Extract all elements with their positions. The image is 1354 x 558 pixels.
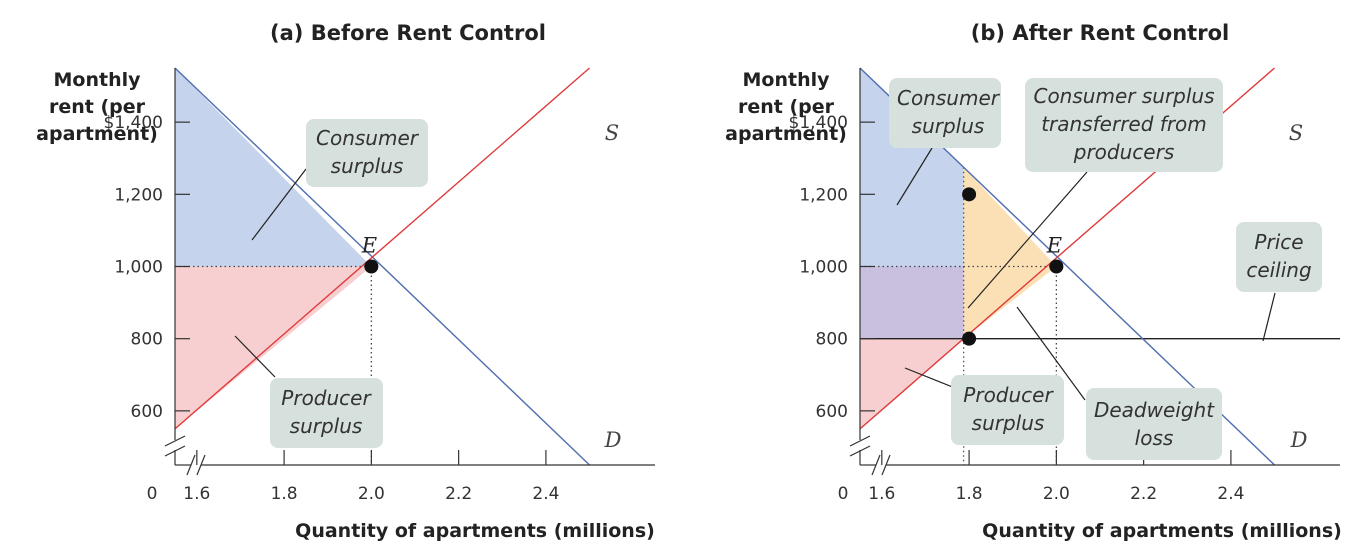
annotation-leader-line: [904, 367, 961, 391]
x-tick-label: 2.2: [445, 484, 472, 504]
y-tick-label: 1,000: [799, 258, 848, 278]
x-axis-break-mark: [196, 454, 206, 476]
annotation-leader-line: [967, 171, 1088, 309]
annotation-text: Producer surplus: [963, 383, 1054, 435]
annotation-leader-line: [251, 168, 307, 241]
annotation-leader-line: [234, 335, 276, 378]
annotation-text: Consumer surplus: [316, 126, 420, 178]
x-tick-label: 1.8: [271, 484, 298, 504]
demand-curve: [174, 67, 591, 466]
x-tick-label: 1.6: [868, 484, 895, 504]
y-tick-label: $1,400: [104, 113, 163, 133]
y-tick-label: 600: [816, 402, 848, 422]
y-axis-label: Monthly rent (per apartment): [725, 69, 847, 145]
panel-after: D S $1,400 1,200 1,000 800 600 1.6 1.8 2.0 2.2 2.4 0…: [725, 21, 1342, 542]
demand-curve-label: D: [1290, 428, 1308, 452]
x-tick-label: 1.6: [183, 484, 210, 504]
origin-label: 0: [147, 484, 158, 504]
y-tick-label: 1,200: [799, 185, 848, 205]
demand-curve-label: D: [604, 428, 622, 452]
annotation-leader-line: [1016, 306, 1086, 401]
x-tick-label: 1.8: [956, 484, 983, 504]
data-point-E: [364, 259, 379, 274]
annotation-text: Price ceiling: [1246, 230, 1311, 282]
x-axis-label: Quantity of apartments (millions): [982, 520, 1342, 542]
data-point: [962, 187, 977, 202]
panel-title: (a) Before Rent Control: [270, 21, 546, 45]
panel-before: D S $1,400 1,200 1,000 800 600 1.6 1.8 2.0 2.2 2.4 0…: [36, 21, 655, 542]
annotation-box: [1236, 222, 1322, 292]
annotation-text: Consumer surplus transferred from producer…: [1033, 84, 1214, 164]
producer-surplus-region: [175, 266, 372, 429]
x-tick-label: 2.4: [532, 484, 559, 504]
supply-curve-label: S: [1289, 121, 1303, 145]
y-tick-label: $1,400: [789, 113, 848, 133]
x-axis-label: Quantity of apartments (millions): [295, 520, 655, 542]
x-tick-label: 2.0: [1043, 484, 1070, 504]
y-tick-label: 800: [131, 330, 163, 350]
y-axis-break-mark: [164, 445, 186, 457]
y-axis-break-mark: [164, 435, 186, 447]
supply-curve: [174, 67, 591, 430]
annotation-text: Deadweight loss: [1094, 398, 1215, 450]
x-axis-break-mark: [881, 454, 891, 476]
annotation-text: Producer surplus: [281, 386, 372, 438]
annotation-box: [306, 119, 428, 187]
point-label: E: [1046, 234, 1062, 258]
y-tick-label: 800: [816, 330, 848, 350]
supply-curve-label: S: [605, 121, 619, 145]
y-axis-break-mark: [849, 445, 871, 457]
x-axis-break-mark: [186, 454, 196, 476]
origin-label: 0: [838, 484, 849, 504]
deadweight-loss-region: [963, 167, 1057, 339]
consumer-surplus-region: [175, 68, 372, 267]
y-tick-label: 1,200: [114, 185, 163, 205]
annotation-leader-line: [1262, 292, 1276, 342]
y-tick-label: 600: [131, 402, 163, 422]
x-tick-label: 2.4: [1217, 484, 1244, 504]
annotation-leader-line: [896, 147, 933, 206]
x-tick-label: 2.0: [358, 484, 385, 504]
y-tick-label: 1,000: [114, 258, 163, 278]
annotation-box: [270, 378, 383, 448]
x-tick-label: 2.2: [1130, 484, 1157, 504]
annotation-box: [1025, 78, 1223, 172]
consumer-surplus-region: [860, 68, 964, 267]
panel-title: (b) After Rent Control: [971, 21, 1229, 45]
annotation-box: [1086, 388, 1222, 460]
data-point: [962, 331, 977, 346]
y-axis-label: Monthly rent (per apartment): [36, 69, 158, 145]
point-label: E: [361, 234, 377, 258]
annotation-text: Consumer surplus: [897, 86, 1001, 138]
data-point-E: [1049, 259, 1064, 274]
transferred-surplus-region: [860, 266, 964, 339]
y-axis-break-mark: [849, 435, 871, 447]
annotation-box: [951, 375, 1064, 445]
annotation-box: [889, 78, 1001, 148]
x-axis-break-mark: [871, 454, 881, 476]
